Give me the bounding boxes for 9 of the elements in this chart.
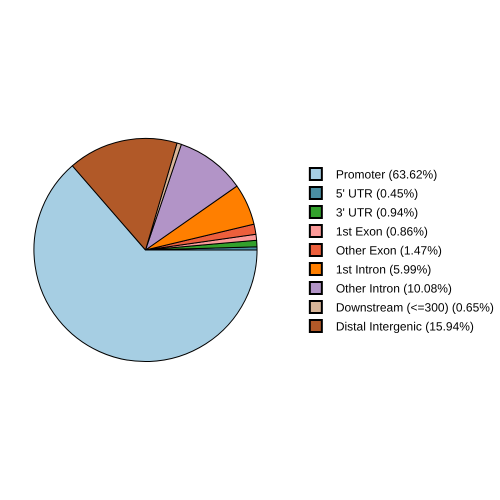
legend-label: Other Intron (10.08%): [336, 282, 452, 296]
legend-label: 1st Intron (5.99%): [336, 262, 432, 277]
legend-label: 3' UTR (0.94%): [336, 206, 418, 220]
legend-label: Downstream (<=300) (0.65%): [336, 300, 494, 315]
legend-label: Other Exon (1.47%): [336, 244, 442, 258]
legend-label: 5' UTR (0.45%): [336, 186, 418, 201]
legend-label: Distal Intergenic (15.94%): [336, 320, 474, 334]
legend-label: 1st Exon (0.86%): [336, 224, 428, 239]
legend-label: Promoter (63.62%): [336, 168, 438, 182]
